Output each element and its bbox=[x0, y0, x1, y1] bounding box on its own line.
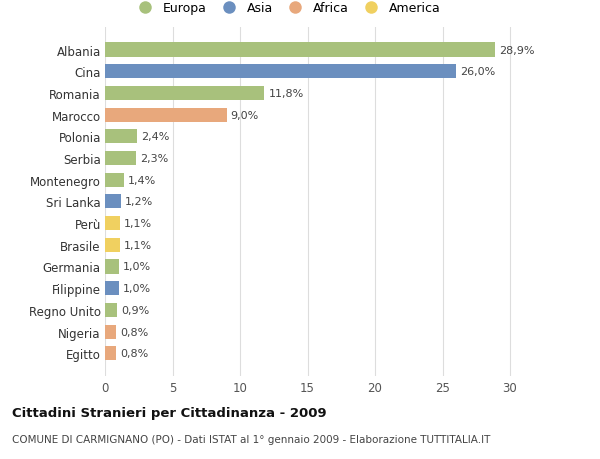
Text: 2,3%: 2,3% bbox=[140, 154, 169, 164]
Bar bbox=[105, 303, 117, 317]
Bar bbox=[105, 325, 116, 339]
Text: 0,8%: 0,8% bbox=[120, 327, 148, 337]
Text: 9,0%: 9,0% bbox=[230, 110, 259, 120]
Bar bbox=[105, 108, 227, 123]
Text: 1,0%: 1,0% bbox=[122, 284, 151, 294]
Text: 28,9%: 28,9% bbox=[499, 45, 535, 56]
Bar bbox=[105, 151, 136, 166]
Text: 1,1%: 1,1% bbox=[124, 240, 152, 250]
Bar bbox=[105, 87, 265, 101]
Bar bbox=[105, 195, 121, 209]
Bar bbox=[105, 260, 119, 274]
Text: 1,0%: 1,0% bbox=[122, 262, 151, 272]
Text: 1,2%: 1,2% bbox=[125, 197, 154, 207]
Bar bbox=[105, 347, 116, 360]
Bar bbox=[105, 281, 119, 296]
Bar bbox=[105, 238, 120, 252]
Text: 2,4%: 2,4% bbox=[142, 132, 170, 142]
Bar bbox=[105, 130, 137, 144]
Text: 26,0%: 26,0% bbox=[460, 67, 496, 77]
Text: 1,4%: 1,4% bbox=[128, 175, 156, 185]
Bar bbox=[105, 65, 456, 79]
Text: 0,8%: 0,8% bbox=[120, 348, 148, 358]
Text: Cittadini Stranieri per Cittadinanza - 2009: Cittadini Stranieri per Cittadinanza - 2… bbox=[12, 406, 326, 419]
Text: 0,9%: 0,9% bbox=[121, 305, 149, 315]
Text: COMUNE DI CARMIGNANO (PO) - Dati ISTAT al 1° gennaio 2009 - Elaborazione TUTTITA: COMUNE DI CARMIGNANO (PO) - Dati ISTAT a… bbox=[12, 434, 490, 444]
Bar bbox=[105, 44, 495, 57]
Bar bbox=[105, 174, 124, 187]
Text: 11,8%: 11,8% bbox=[268, 89, 304, 99]
Legend: Europa, Asia, Africa, America: Europa, Asia, Africa, America bbox=[133, 2, 440, 15]
Bar bbox=[105, 217, 120, 230]
Text: 1,1%: 1,1% bbox=[124, 218, 152, 229]
